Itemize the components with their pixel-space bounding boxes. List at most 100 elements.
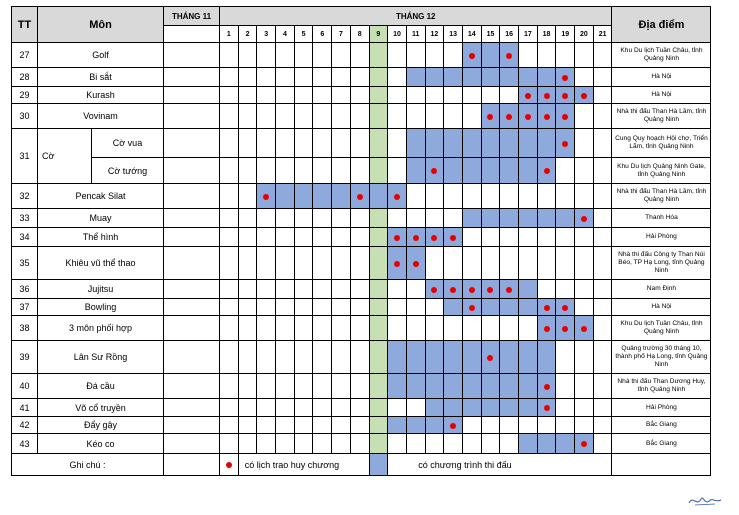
- row-number: 33: [11, 208, 38, 228]
- schedule-cell-day-7: [331, 315, 351, 341]
- schedule-cell-day-19: [555, 157, 576, 184]
- schedule-cell-day-20: [574, 183, 594, 209]
- schedule-cell-month-11: [163, 128, 220, 158]
- medal-dot-icon: [468, 304, 475, 311]
- schedule-cell-day-10: [387, 157, 407, 184]
- schedule-cell-day-14: [461, 279, 482, 299]
- schedule-cell-day-11: [405, 157, 426, 184]
- schedule-cell-day-21: [592, 157, 613, 184]
- schedule-cell-day-16: [499, 103, 519, 129]
- schedule-cell-day-15: [480, 208, 501, 228]
- medal-dot-icon: [225, 462, 232, 469]
- medal-dot-icon: [524, 92, 531, 99]
- sport-name: Bi sắt: [37, 67, 164, 87]
- schedule-cell-day-6: [312, 128, 333, 158]
- schedule-cell-day-5: [293, 298, 314, 316]
- schedule-cell-day-16: [499, 279, 519, 299]
- medal-dot-icon: [394, 260, 401, 267]
- schedule-cell-day-7: [331, 208, 351, 228]
- schedule-cell-day-10: [387, 298, 407, 316]
- schedule-cell-day-2: [237, 157, 258, 184]
- schedule-cell-day-7: [331, 183, 351, 209]
- schedule-cell-day-1: [219, 42, 239, 68]
- schedule-cell-day-10: [387, 103, 407, 129]
- schedule-cell-day-6: [312, 340, 333, 374]
- schedule-cell-day-14: [461, 157, 482, 184]
- sport-name: Muay: [37, 208, 164, 228]
- schedule-cell-day-7: [331, 246, 351, 280]
- schedule-cell-month-11: [163, 103, 220, 129]
- schedule-cell-day-7: [331, 279, 351, 299]
- schedule-cell-day-18: [536, 433, 557, 454]
- schedule-cell-day-19: [555, 279, 576, 299]
- schedule-cell-day-6: [312, 157, 333, 184]
- schedule-cell-day-1: [219, 416, 239, 434]
- schedule-cell-day-5: [293, 183, 314, 209]
- schedule-cell-day-12: [424, 157, 445, 184]
- schedule-cell-day-18: [536, 67, 557, 87]
- schedule-cell-day-8: [349, 157, 370, 184]
- table-row: 38 3 môn phối hợp Khu Du lịch Tuần Châu, t…: [11, 315, 712, 341]
- table-row: 30 Vovinam Nhà thi đấu Than Hà Lầm, tỉnh Q…: [11, 103, 712, 129]
- schedule-cell-day-10: [387, 86, 407, 104]
- schedule-cell-day-19: [555, 340, 576, 374]
- schedule-cell-day-16: [499, 183, 519, 209]
- legend-competition-text: có chương trình thi đấu: [387, 453, 613, 476]
- table-row: 35 Khiêu vũ thể thao Nhà thi đấu Công ty T…: [11, 246, 712, 280]
- schedule-cell-day-6: [312, 208, 333, 228]
- day-header-13: 13: [443, 25, 463, 43]
- schedule-cell-day-5: [293, 279, 314, 299]
- schedule-cell-day-9: [368, 183, 389, 209]
- schedule-cell-day-17: [518, 208, 538, 228]
- schedule-cell-day-17: [518, 157, 538, 184]
- schedule-cell-month-11: [163, 86, 220, 104]
- schedule-cell-day-6: [312, 398, 333, 417]
- table-row: 28 Bi sắt Hà Nội: [11, 67, 712, 87]
- schedule-cell-day-16: [499, 246, 519, 280]
- day-header-7: 7: [331, 25, 351, 43]
- schedule-cell-day-20: [574, 279, 594, 299]
- table-row: 40 Đá cầu Nhà thi đấu Than Dương Huy, tỉnh…: [11, 373, 712, 399]
- schedule-cell-day-17: [518, 398, 538, 417]
- schedule-cell-day-16: [499, 128, 519, 158]
- schedule-cell-day-2: [237, 433, 258, 454]
- row-number: 38: [11, 315, 38, 341]
- sport-name: Pencak Silat: [37, 183, 164, 209]
- schedule-cell-day-3: [256, 246, 277, 280]
- schedule-cell-day-17: [518, 86, 538, 104]
- schedule-cell-day-16: [499, 67, 519, 87]
- day-header-6: 6: [312, 25, 333, 43]
- schedule-cell-day-12: [424, 227, 445, 247]
- medal-dot-icon: [543, 92, 550, 99]
- schedule-cell-day-18: [536, 157, 557, 184]
- day-header-5: 5: [293, 25, 314, 43]
- schedule-cell-day-15: [480, 103, 501, 129]
- header-mon: Môn: [37, 6, 164, 43]
- schedule-cell-day-11: [405, 340, 426, 374]
- schedule-cell-day-3: [256, 183, 277, 209]
- schedule-cell-day-5: [293, 416, 314, 434]
- venue-location: Hà Nội: [611, 86, 712, 104]
- header-month-12: THÁNG 12: [218, 6, 613, 26]
- schedule-cell-day-9: [368, 373, 389, 399]
- schedule-cell-day-14: [461, 208, 482, 228]
- medal-dot-icon: [487, 354, 494, 361]
- day-header-12: 12: [424, 25, 445, 43]
- schedule-cell-day-3: [256, 279, 277, 299]
- medal-dot-icon: [450, 286, 457, 293]
- schedule-cell-day-10: [387, 373, 407, 399]
- schedule-cell-day-13: [443, 128, 463, 158]
- schedule-cell-day-20: [574, 416, 594, 434]
- schedule-cell-day-3: [256, 67, 277, 87]
- day-header-20: 20: [574, 25, 594, 43]
- table-row: 32 Pencak Silat Nhà thi đấu Than Hà Lầm, t…: [11, 183, 712, 209]
- schedule-cell-day-14: [461, 315, 482, 341]
- schedule-cell-day-18: [536, 86, 557, 104]
- header-location: Địa điểm: [611, 6, 712, 43]
- schedule-cell-day-9: [368, 157, 389, 184]
- schedule-cell-day-21: [592, 433, 613, 454]
- schedule-cell-day-6: [312, 103, 333, 129]
- medal-dot-icon: [431, 234, 438, 241]
- schedule-cell-day-18: [536, 128, 557, 158]
- schedule-cell-day-1: [219, 157, 239, 184]
